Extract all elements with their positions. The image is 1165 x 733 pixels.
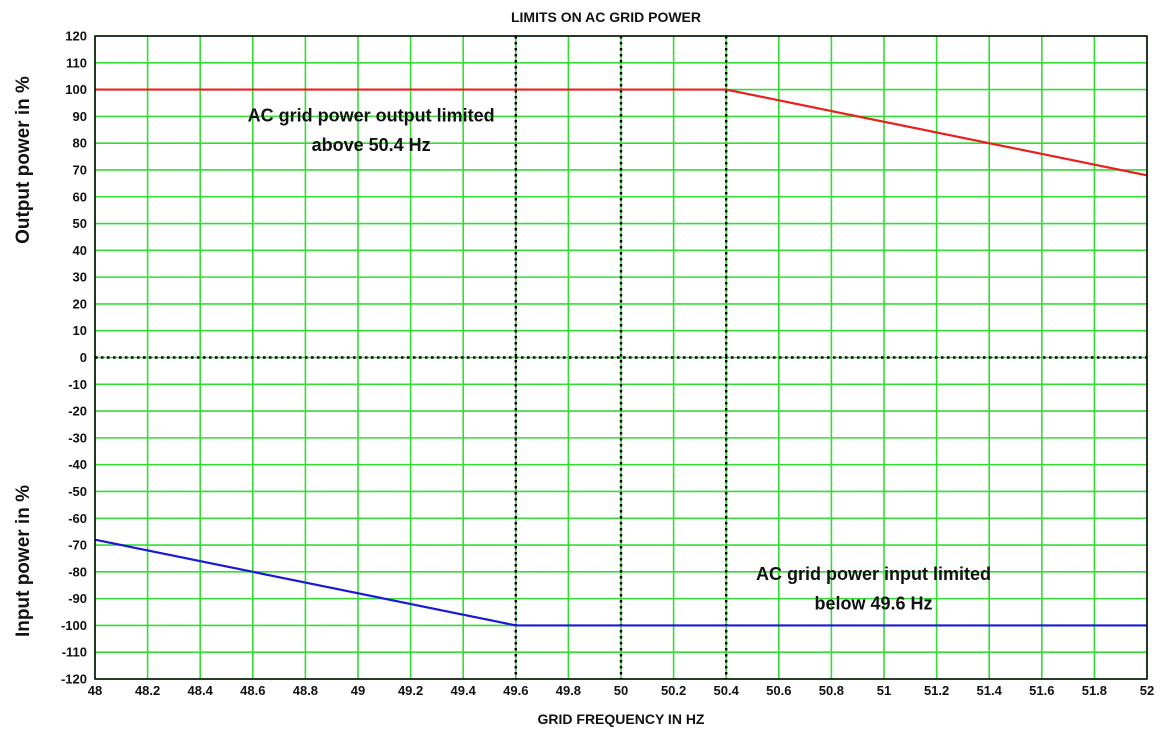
x-tick-label: 51.2 <box>924 683 949 698</box>
y-tick-label: -90 <box>68 591 87 606</box>
x-tick-label: 49.8 <box>556 683 581 698</box>
x-tick-label: 51.4 <box>977 683 1003 698</box>
y-tick-label: -80 <box>68 564 87 579</box>
y-tick-label: -120 <box>61 672 87 687</box>
y-tick-label: 0 <box>80 350 87 365</box>
y-tick-label: -30 <box>68 430 87 445</box>
y-tick-label: -100 <box>61 618 87 633</box>
y-tick-label: -70 <box>68 538 87 553</box>
y-tick-label: -40 <box>68 457 87 472</box>
y-tick-label: 80 <box>73 136 87 151</box>
y-tick-label: 100 <box>65 82 87 97</box>
annotation-text: AC grid power input limited <box>756 564 991 584</box>
x-tick-label: 48.4 <box>188 683 214 698</box>
x-tick-label: 50 <box>614 683 628 698</box>
x-tick-label: 49 <box>351 683 365 698</box>
y-axis-label-input: Input power in % <box>13 485 34 637</box>
y-tick-label: 50 <box>73 216 87 231</box>
y-tick-label: 10 <box>73 323 87 338</box>
annotation-text: AC grid power output limited <box>248 106 495 126</box>
y-tick-label: 120 <box>65 29 87 44</box>
x-tick-label: 48.2 <box>135 683 160 698</box>
series-line-input <box>94 538 1147 627</box>
y-tick-label: 90 <box>73 109 87 124</box>
y-tick-labels: 1201101009080706050403020100-10-20-30-40… <box>61 29 87 687</box>
plot-frame <box>94 35 1148 680</box>
y-tick-label: -10 <box>68 377 87 392</box>
y-axis-label-output: Output power in % <box>13 76 34 244</box>
series-group <box>94 88 1148 627</box>
y-tick-label: -110 <box>62 645 87 660</box>
x-tick-label: 52 <box>1140 683 1154 698</box>
chart-title: LIMITS ON AC GRID POWER <box>511 9 701 25</box>
annotation-text: above 50.4 Hz <box>312 135 431 155</box>
x-tick-label: 51.6 <box>1029 683 1054 698</box>
y-tick-label: 70 <box>73 162 87 177</box>
y-tick-label: -50 <box>68 484 87 499</box>
y-tick-label: 30 <box>73 270 87 285</box>
reference-lines <box>95 36 1147 679</box>
annotations: AC grid power output limited above 50.4 H… <box>248 106 991 614</box>
x-tick-label: 50.6 <box>766 683 791 698</box>
x-tick-label: 50.2 <box>661 683 686 698</box>
y-tick-label: 60 <box>73 189 87 204</box>
x-tick-label: 51 <box>877 683 891 698</box>
y-tick-label: 40 <box>73 243 87 258</box>
x-axis-label: GRID FREQUENCY IN HZ <box>538 711 705 727</box>
y-tick-label: -60 <box>68 511 87 526</box>
x-tick-label: 48 <box>88 683 102 698</box>
y-tick-label: 110 <box>66 55 87 70</box>
x-tick-label: 50.8 <box>819 683 844 698</box>
y-tick-label: -20 <box>68 404 87 419</box>
x-tick-label: 49.2 <box>398 683 423 698</box>
x-tick-label: 49.4 <box>451 683 477 698</box>
y-tick-label: 20 <box>73 296 87 311</box>
annotation-text: below 49.6 Hz <box>814 593 932 613</box>
x-tick-labels: 48 48.2 48.4 48.6 48.8 49 49.2 49.4 49.6 49.8 50 50… <box>88 683 1154 698</box>
x-tick-label: 48.6 <box>240 683 265 698</box>
x-tick-label: 49.6 <box>503 683 528 698</box>
x-tick-label: 48.8 <box>293 683 318 698</box>
series-line-output <box>95 88 1148 177</box>
x-tick-label: 51.8 <box>1082 683 1107 698</box>
x-tick-label: 50.4 <box>714 683 740 698</box>
